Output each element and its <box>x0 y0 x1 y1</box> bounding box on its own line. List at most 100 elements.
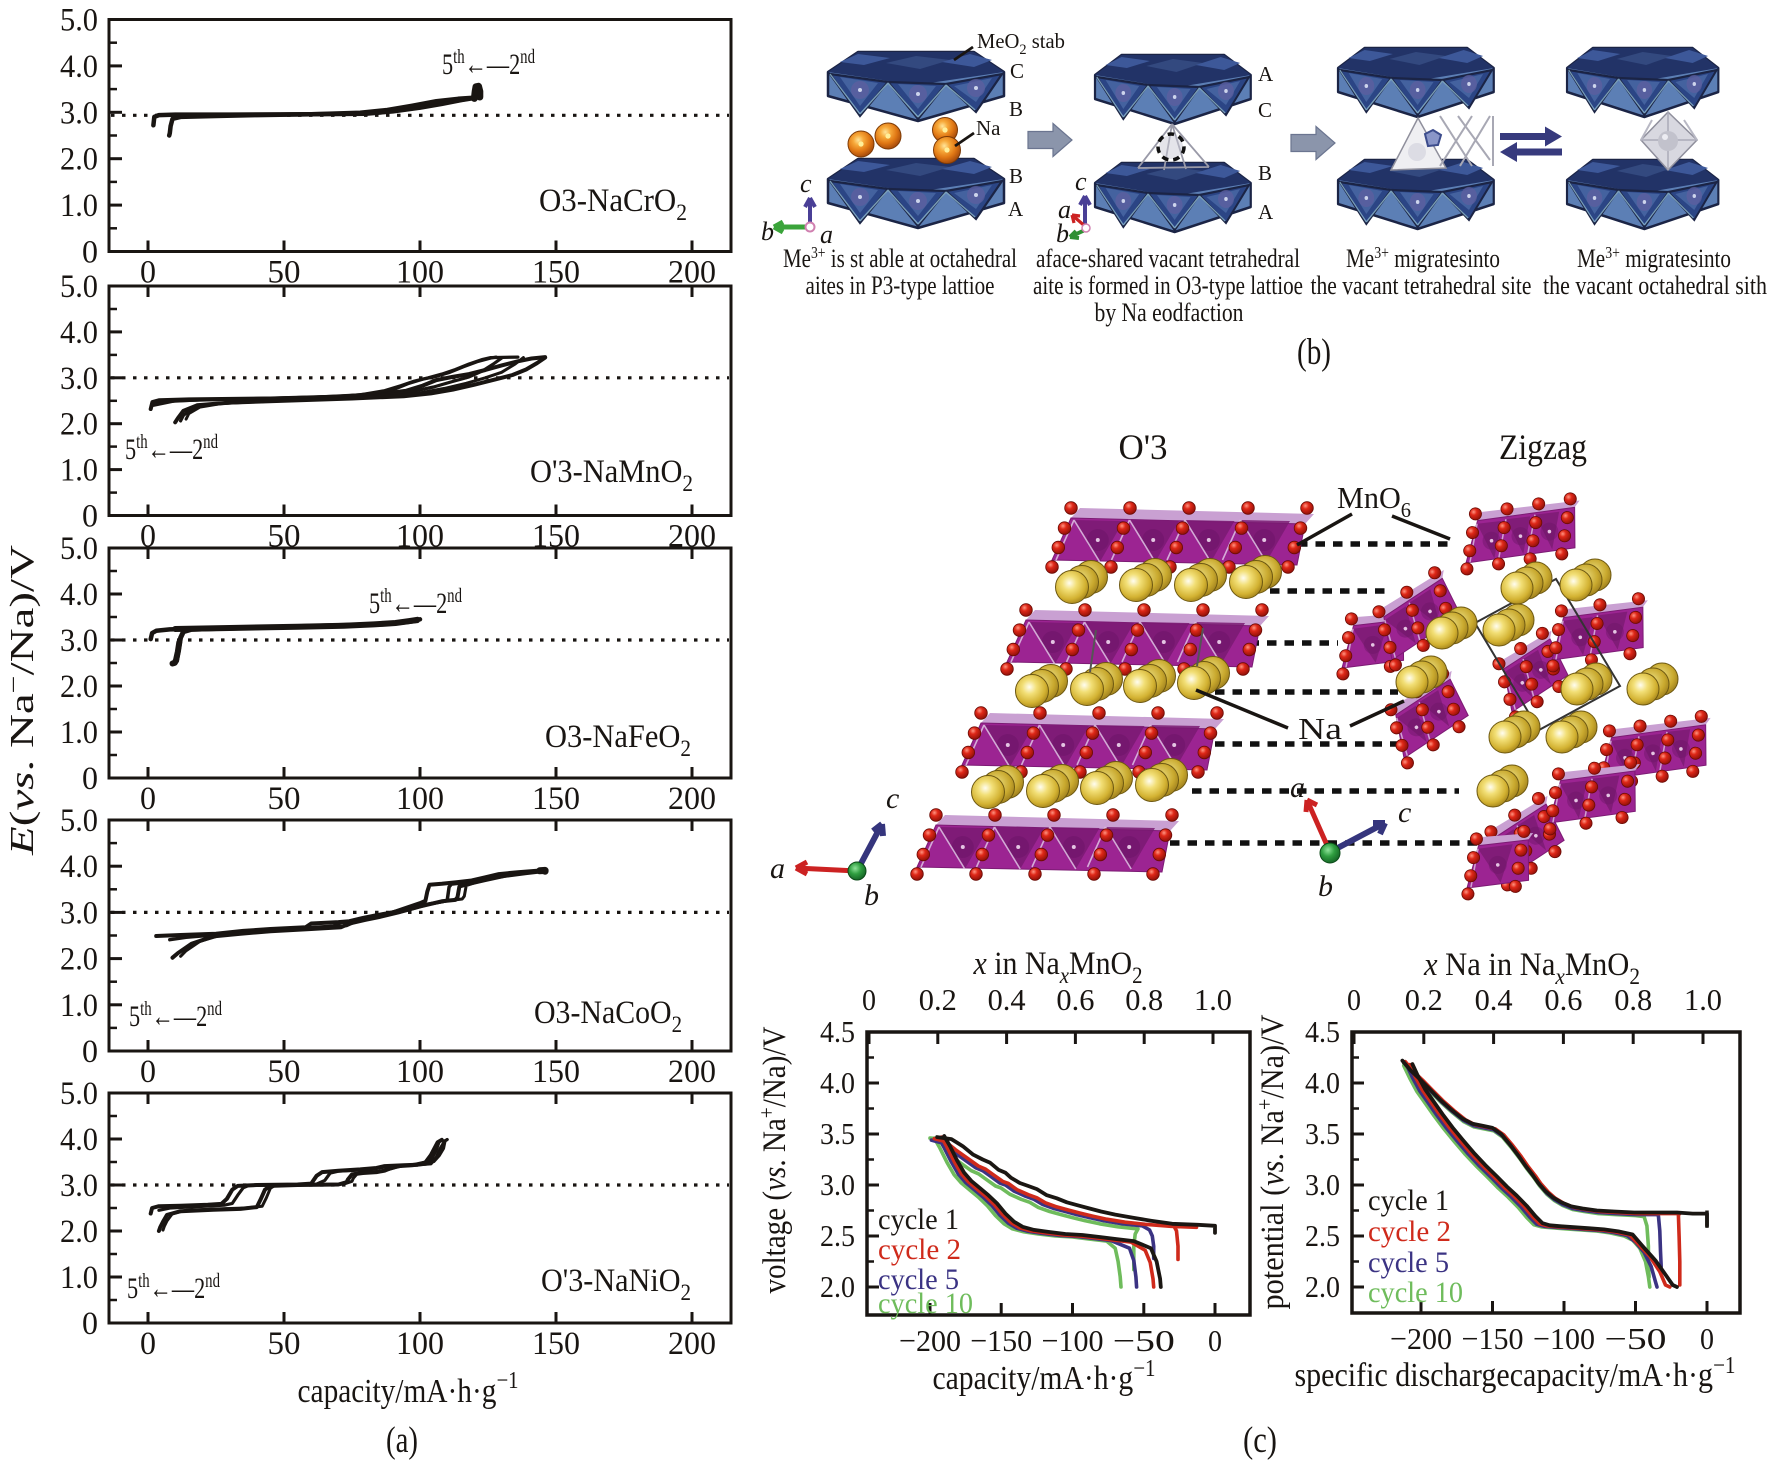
svg-text:3.0: 3.0 <box>820 1167 855 1202</box>
svg-text:C: C <box>1010 59 1024 83</box>
svg-text:0.4: 0.4 <box>988 982 1026 1017</box>
svg-text:5th←—2nd: 5th←—2nd <box>129 998 222 1033</box>
svg-text:5.0: 5.0 <box>60 3 98 39</box>
svg-text:100: 100 <box>396 1326 444 1362</box>
svg-text:−150: −150 <box>1462 1321 1524 1356</box>
svg-text:0.8: 0.8 <box>1614 982 1652 1017</box>
svg-text:−100: −100 <box>1533 1321 1595 1356</box>
svg-text:0: 0 <box>140 781 156 817</box>
svg-text:2.0: 2.0 <box>60 407 98 443</box>
svg-text:capacity/mA·h·g−1: capacity/mA·h·g−1 <box>933 1356 1156 1397</box>
svg-text:aface-shared vacant tetrahedra: aface-shared vacant tetrahedral <box>1036 244 1300 273</box>
svg-text:cycle 1: cycle 1 <box>878 1203 959 1236</box>
svg-text:200: 200 <box>668 781 716 817</box>
svg-text:a: a <box>1058 195 1071 224</box>
svg-text:O3-NaCrO2: O3-NaCrO2 <box>539 183 687 225</box>
svg-text:0: 0 <box>140 519 156 555</box>
svg-text:cycle 2: cycle 2 <box>878 1233 961 1266</box>
svg-text:0.2: 0.2 <box>919 982 957 1017</box>
svg-text:3.5: 3.5 <box>1305 1116 1340 1151</box>
svg-text:3.5: 3.5 <box>820 1116 855 1151</box>
svg-text:2.5: 2.5 <box>820 1218 855 1253</box>
svg-text:50: 50 <box>268 1326 301 1362</box>
svg-text:0.8: 0.8 <box>1125 982 1163 1017</box>
svg-text:the vacant octahedral sith: the vacant octahedral sith <box>1543 271 1767 300</box>
svg-text:0.6: 0.6 <box>1544 982 1582 1017</box>
svg-text:3.0: 3.0 <box>60 95 98 131</box>
svg-text:b: b <box>1318 870 1333 903</box>
svg-text:x Na in NaxMnO2: x Na in NaxMnO2 <box>1423 947 1640 989</box>
svg-text:4.0: 4.0 <box>60 849 98 885</box>
svg-text:A: A <box>1258 62 1274 86</box>
svg-text:4.5: 4.5 <box>1305 1014 1340 1049</box>
svg-text:4.0: 4.0 <box>60 49 98 85</box>
svg-text:cycle 1: cycle 1 <box>1368 1184 1449 1217</box>
svg-text:C: C <box>1258 98 1272 122</box>
svg-text:1.0: 1.0 <box>60 988 98 1024</box>
svg-text:O'3-NaNiO2: O'3-NaNiO2 <box>541 1263 691 1305</box>
svg-text:(a): (a) <box>386 1420 418 1460</box>
svg-text:150: 150 <box>532 1326 580 1362</box>
svg-text:2.0: 2.0 <box>60 142 98 178</box>
svg-text:0: 0 <box>82 1306 98 1342</box>
svg-text:5.0: 5.0 <box>60 1076 98 1112</box>
svg-text:x in NaxMnO2: x in NaxMnO2 <box>973 946 1143 988</box>
svg-text:A: A <box>1258 200 1274 224</box>
svg-text:4.0: 4.0 <box>820 1065 855 1100</box>
svg-text:0: 0 <box>82 1034 98 1070</box>
svg-text:aites in P3-type lattioe: aites in P3-type lattioe <box>806 271 995 300</box>
svg-text:b: b <box>864 879 879 912</box>
svg-text:2.0: 2.0 <box>60 942 98 978</box>
svg-text:cycle 2: cycle 2 <box>1368 1215 1451 1248</box>
svg-text:−50: −50 <box>1605 1321 1667 1356</box>
svg-text:3.0: 3.0 <box>1305 1167 1340 1202</box>
svg-text:1.0: 1.0 <box>60 715 98 751</box>
svg-text:a: a <box>820 220 833 249</box>
svg-text:−50: −50 <box>1113 1323 1175 1358</box>
svg-text:b: b <box>1056 219 1069 248</box>
svg-text:1.0: 1.0 <box>1684 982 1722 1017</box>
svg-text:5th←—2nd: 5th←—2nd <box>442 46 535 81</box>
svg-text:5.0: 5.0 <box>60 269 98 305</box>
svg-text:150: 150 <box>532 781 580 817</box>
svg-text:B: B <box>1009 97 1023 121</box>
svg-text:the vacant tetrahedral site: the vacant tetrahedral site <box>1311 271 1532 300</box>
svg-text:0.4: 0.4 <box>1475 982 1513 1017</box>
svg-text:0: 0 <box>1700 1321 1714 1356</box>
svg-text:100: 100 <box>396 1054 444 1090</box>
svg-text:0: 0 <box>862 982 876 1017</box>
svg-text:B: B <box>1258 161 1272 185</box>
svg-text:−200: −200 <box>899 1323 961 1358</box>
svg-text:2.0: 2.0 <box>820 1269 855 1304</box>
svg-text:5th←—2nd: 5th←—2nd <box>127 1270 220 1305</box>
svg-text:Na: Na <box>976 116 1001 140</box>
svg-text:0: 0 <box>82 761 98 797</box>
svg-text:5th←—2nd: 5th←—2nd <box>369 585 462 620</box>
svg-text:a: a <box>770 852 785 885</box>
svg-text:0: 0 <box>1347 982 1361 1017</box>
svg-text:0: 0 <box>1208 1323 1222 1358</box>
svg-text:0: 0 <box>140 1054 156 1090</box>
svg-text:1.0: 1.0 <box>60 1260 98 1296</box>
svg-text:(c): (c) <box>1243 1420 1277 1460</box>
svg-text:A: A <box>1008 197 1024 221</box>
svg-text:5.0: 5.0 <box>60 531 98 567</box>
svg-text:1.0: 1.0 <box>60 453 98 489</box>
svg-text:5th←—2nd: 5th←—2nd <box>125 431 218 466</box>
svg-text:4.0: 4.0 <box>60 315 98 351</box>
svg-text:−100: −100 <box>1042 1323 1104 1358</box>
svg-text:2.5: 2.5 <box>1305 1218 1340 1253</box>
svg-text:4.5: 4.5 <box>820 1014 855 1049</box>
svg-text:200: 200 <box>668 1054 716 1090</box>
svg-text:0.2: 0.2 <box>1405 982 1443 1017</box>
svg-text:O'3-NaMnO2: O'3-NaMnO2 <box>530 454 693 496</box>
svg-text:1.0: 1.0 <box>60 188 98 224</box>
svg-text:O3-NaFeO2: O3-NaFeO2 <box>545 719 691 761</box>
svg-text:cycle 10: cycle 10 <box>1368 1276 1463 1309</box>
svg-text:200: 200 <box>668 1326 716 1362</box>
svg-text:3.0: 3.0 <box>60 623 98 659</box>
svg-text:b: b <box>761 217 774 246</box>
svg-text:−200: −200 <box>1390 1321 1452 1356</box>
svg-text:Me3+ is st able at octahedral: Me3+ is st able at octahedral <box>783 243 1017 273</box>
svg-text:Zigzag: Zigzag <box>1499 427 1587 467</box>
